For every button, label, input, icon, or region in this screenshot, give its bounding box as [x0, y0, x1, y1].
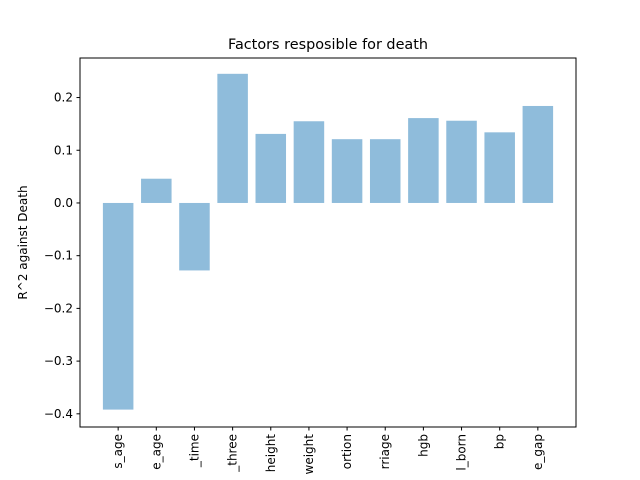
bar	[102, 202, 134, 410]
y-tick-label: −0.1	[44, 249, 73, 263]
x-axis: s_age e_age _time _three height weight ortion r…	[111, 427, 545, 474]
y-tick-label: 0.1	[54, 143, 73, 157]
bar	[217, 73, 248, 203]
x-tick-label: _time	[187, 434, 201, 468]
x-tick-label: s_age	[111, 434, 125, 469]
bar	[293, 121, 325, 203]
y-tick-label: 0.0	[54, 196, 73, 210]
bar	[179, 202, 210, 271]
y-tick-label: −0.4	[44, 407, 73, 421]
x-tick-label: weight	[302, 434, 316, 475]
x-tick-label: ortion	[340, 434, 354, 469]
y-axis-label: R^2 against Death	[16, 185, 30, 299]
bar	[369, 139, 401, 203]
bar	[255, 133, 287, 203]
bar	[446, 120, 477, 203]
bar	[484, 132, 515, 203]
x-tick-label: e_gap	[531, 434, 545, 470]
y-tick-label: 0.2	[54, 91, 73, 105]
x-tick-label: rriage	[378, 434, 392, 469]
x-tick-label: hgb	[416, 434, 430, 457]
bar	[522, 105, 554, 203]
bars-group	[102, 73, 554, 410]
y-tick-label: −0.3	[44, 354, 73, 368]
bar	[331, 139, 363, 203]
x-tick-label: e_age	[149, 434, 163, 470]
bar	[408, 118, 439, 203]
y-axis: −0.4 −0.3 −0.2 −0.1 0.0 0.1 0.2	[44, 91, 80, 421]
bar	[141, 178, 172, 203]
x-tick-label: _three	[226, 434, 240, 473]
x-tick-label: l_born	[455, 434, 469, 471]
x-tick-label: bp	[493, 434, 507, 449]
plot-frame	[79, 57, 577, 428]
chart-title: Factors resposible for death	[228, 37, 428, 53]
y-tick-label: −0.2	[44, 301, 73, 315]
x-tick-label: height	[264, 434, 278, 473]
